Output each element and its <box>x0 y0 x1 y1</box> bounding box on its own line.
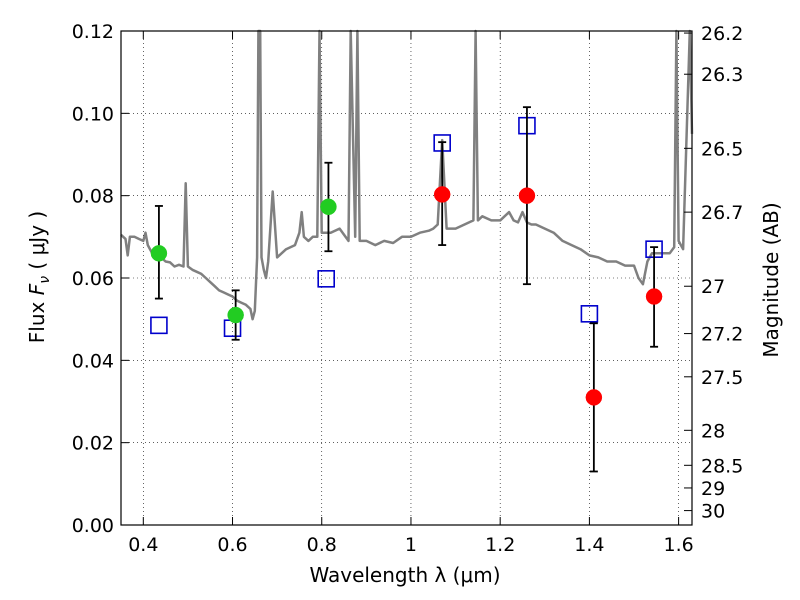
y-label-symbol: F <box>25 283 49 295</box>
red-circle-marker <box>433 186 451 203</box>
x-tick-label: 0.4 <box>128 534 158 556</box>
blue-square-marker <box>580 305 599 323</box>
y-tick-label: 0.06 <box>72 268 114 290</box>
mag-tick-label: 27.2 <box>701 324 743 346</box>
mag-tick-label: 29 <box>701 478 725 500</box>
x-axis-label: Wavelength λ (μm) <box>309 563 500 587</box>
mag-tick-label: 28 <box>701 420 725 442</box>
mag-tick-label: 27.5 <box>701 367 743 389</box>
x-tick-label: 0.6 <box>217 534 247 556</box>
x-tick-label: 1.6 <box>664 534 694 556</box>
y-label-prefix: Flux <box>25 295 49 343</box>
green-circle-marker <box>227 306 244 324</box>
data-markers <box>150 106 663 473</box>
red-circle-marker <box>585 389 603 406</box>
y-tick-label: 0.02 <box>72 433 114 455</box>
x-tick-label: 1.4 <box>574 534 604 556</box>
x-tick-label: 1 <box>405 534 417 556</box>
mag-tick-label: 26.5 <box>701 138 743 160</box>
mag-tick-label: 27 <box>701 276 725 298</box>
y-axis-label-left: Flux Fν ( μJy ) <box>25 211 53 343</box>
y-axis-label-right: Magnitude (AB) <box>759 202 783 357</box>
y-tick-label: 0.10 <box>72 103 114 125</box>
blue-square-marker <box>317 270 336 288</box>
mag-tick-label: 26.3 <box>701 64 743 86</box>
axis-ticks: 0.4 0.6 0.8 1 1.2 1.4 1.6 0.00 0.02 0.04 0.06 0.08 0… <box>72 21 744 556</box>
red-circle-marker <box>518 187 536 204</box>
mag-tick-label: 26.7 <box>701 202 743 224</box>
green-circle-marker <box>150 245 168 262</box>
y-label-units: ( μJy ) <box>25 211 49 276</box>
blue-square-marker <box>150 316 168 335</box>
green-circle-marker <box>320 198 337 216</box>
mag-tick-label: 26.2 <box>701 23 743 45</box>
mag-tick-label: 28.5 <box>701 455 743 477</box>
mag-tick-label: 30 <box>701 501 725 523</box>
y-tick-label: 0.12 <box>72 21 114 43</box>
y-tick-label: 0.04 <box>72 350 114 372</box>
x-tick-label: 0.8 <box>307 534 337 556</box>
x-tick-label: 1.2 <box>485 534 515 556</box>
y-tick-label: 0.08 <box>72 186 114 208</box>
y-tick-label: 0.00 <box>72 515 114 537</box>
y-label-subscript: ν <box>37 276 53 284</box>
red-circle-marker <box>645 288 663 305</box>
spectrum-line <box>120 29 694 321</box>
model-spectrum-series <box>120 29 694 321</box>
